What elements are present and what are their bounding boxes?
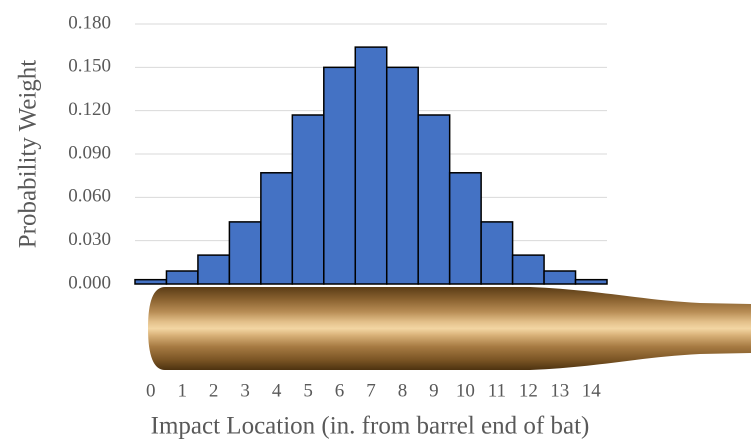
y-tick-label: 0.060 xyxy=(68,186,111,207)
bar xyxy=(135,280,166,284)
x-tick-label: 2 xyxy=(209,380,219,401)
bar xyxy=(513,255,544,284)
bar xyxy=(166,271,197,284)
x-tick-label: 13 xyxy=(550,380,569,401)
y-tick-label: 0.120 xyxy=(68,99,111,120)
bar xyxy=(324,67,355,284)
bar xyxy=(387,67,418,284)
x-tick-label: 10 xyxy=(456,380,475,401)
x-tick-label: 9 xyxy=(429,380,439,401)
bar xyxy=(576,280,607,284)
x-tick-label: 11 xyxy=(488,380,506,401)
bar xyxy=(229,222,260,284)
chart: Impact Location (in. from barrel end of … xyxy=(0,0,751,441)
x-axis-title: Impact Location (in. from barrel end of … xyxy=(151,413,590,440)
x-tick-label: 6 xyxy=(335,380,345,401)
bar xyxy=(261,173,292,284)
y-tick-label: 0.180 xyxy=(68,12,111,33)
x-tick-label: 8 xyxy=(398,380,408,401)
bar xyxy=(481,222,512,284)
y-tick-label: 0.030 xyxy=(68,229,111,250)
x-tick-label: 7 xyxy=(366,380,376,401)
x-tick-label: 4 xyxy=(272,380,282,401)
bar xyxy=(355,47,386,284)
bar xyxy=(198,255,229,284)
x-tick-label: 1 xyxy=(177,380,187,401)
y-axis-title: Probability Weight xyxy=(15,60,42,249)
y-tick-label: 0.090 xyxy=(68,142,111,163)
x-tick-label: 14 xyxy=(582,380,602,401)
y-tick-label: 0.000 xyxy=(68,272,111,293)
bar xyxy=(292,115,323,284)
x-tick-label: 0 xyxy=(146,380,156,401)
bat-image xyxy=(148,287,751,370)
x-tick-label: 3 xyxy=(240,380,250,401)
x-tick-label: 12 xyxy=(519,380,538,401)
y-tick-label: 0.150 xyxy=(68,56,111,77)
bar xyxy=(544,271,575,284)
bar xyxy=(450,173,481,284)
bar xyxy=(418,115,449,284)
x-tick-label: 5 xyxy=(303,380,313,401)
